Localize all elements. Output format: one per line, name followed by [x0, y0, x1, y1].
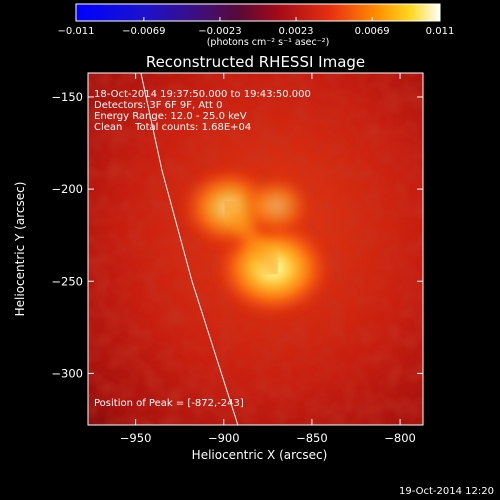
emission-source [242, 175, 311, 236]
y-tick-label: −150 [51, 90, 83, 104]
y-tick-label: −200 [51, 182, 83, 196]
source-bridge [220, 198, 283, 278]
x-tick-label: −800 [384, 431, 416, 445]
y-tick-label: −250 [51, 274, 83, 288]
x-tick-label: −850 [296, 431, 328, 445]
solar-limb-line [140, 72, 239, 426]
colorbar-tick-label: −0.0069 [122, 26, 165, 37]
colorbar-ticks: −0.011 −0.0069 −0.0023 0.0023 0.0069 0.011 [57, 17, 454, 37]
colorbar-tick-label: 0.0069 [355, 26, 390, 37]
time-range-text: 18-Oct-2014 19:37:50.000 to 19:43:50.000 [94, 89, 311, 100]
colorbar-tick-label: 0.0023 [279, 26, 314, 37]
colorbar [75, 3, 441, 22]
colorbar-tick-label: 0.011 [426, 26, 455, 37]
x-axis-label: Heliocentric X (arcsec) [192, 448, 328, 462]
emission-sources [181, 167, 332, 317]
colorbar-tick-label: −0.011 [57, 26, 94, 37]
detectors-text: Detectors: 3F 6F 9F, Att 0 [94, 100, 222, 111]
colorbar-tick-label: −0.0023 [198, 26, 241, 37]
y-tick-label: −300 [51, 366, 83, 380]
y-axis-label: Heliocentric Y (arcsec) [13, 182, 27, 317]
plot-frame [87, 72, 424, 426]
footer-timestamp: 19-Oct-2014 12:20 [399, 486, 494, 497]
plot-area: −950 −900 −850 −800 −150 −200 −250 −300 [51, 72, 424, 445]
axis-ticks: −950 −900 −850 −800 −150 −200 −250 −300 [51, 73, 423, 445]
x-tick-label: −950 [120, 431, 152, 445]
energy-range-text: Energy Range: 12.0 - 25.0 keV [94, 111, 247, 122]
chart-title: Reconstructed RHESSI Image [146, 53, 365, 71]
x-tick-label: −900 [208, 431, 240, 445]
peak-position-text: Position of Peak = [-872,-243] [94, 398, 244, 409]
clean-counts-text: Clean Total counts: 1.68E+04 [94, 122, 251, 133]
colorbar-units-label: (photons cm⁻² s⁻¹ asec⁻²) [207, 37, 330, 48]
